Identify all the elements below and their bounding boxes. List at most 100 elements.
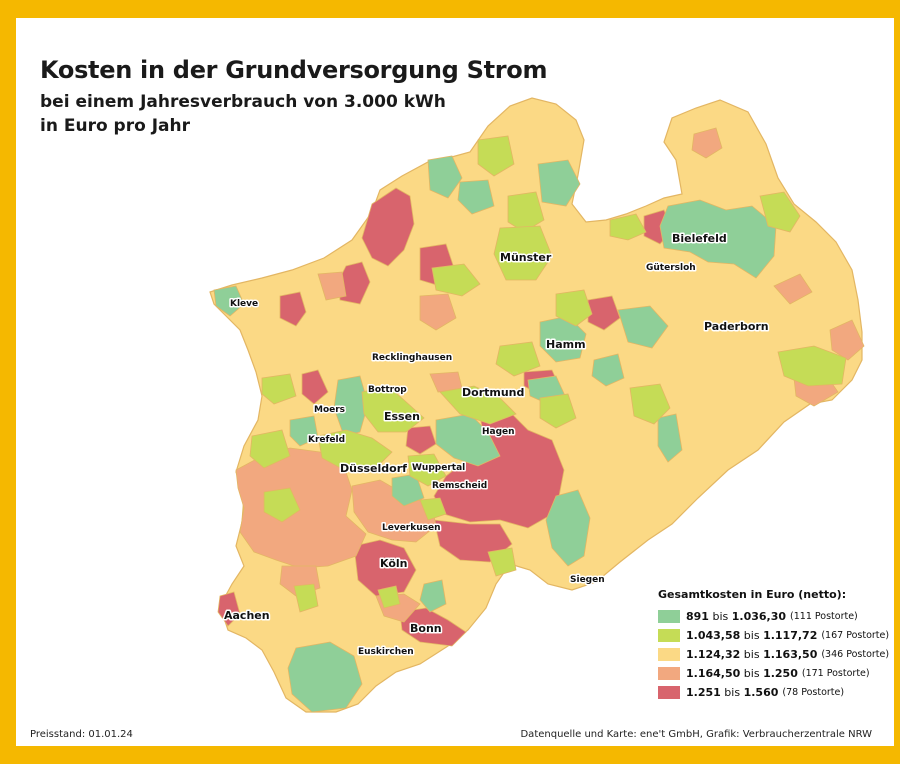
city-label-hamm: Hamm xyxy=(546,338,586,351)
region-viersen-lime xyxy=(249,429,291,469)
legend-swatch xyxy=(658,686,680,699)
legend-row: 891 bis 1.036,30 (111 Postorte) xyxy=(658,607,889,626)
region-mettmann-lime xyxy=(407,453,447,487)
region-eifel-green xyxy=(287,641,363,713)
region-beckum-red xyxy=(587,295,621,331)
region-krefeld-green xyxy=(289,415,319,447)
legend-from: 1.164,50 xyxy=(686,667,741,680)
legend-sep: bis xyxy=(743,648,760,661)
city-label-remscheid: Remscheid xyxy=(432,481,487,491)
legend: Gesamtkosten in Euro (netto): 891 bis 1.… xyxy=(658,588,889,702)
city-label-moers: Moers xyxy=(314,405,345,415)
city-label-guetersloh: Gütersloh xyxy=(646,263,696,273)
legend-to: 1.250 xyxy=(763,667,798,680)
region-ruhr-lime xyxy=(361,385,425,433)
legend-row: 1.164,50 bis 1.250 (171 Postorte) xyxy=(658,664,889,683)
legend-swatch xyxy=(658,629,680,642)
region-moers-red xyxy=(301,369,329,405)
region-siegen-green xyxy=(545,489,591,567)
legend-count: (167 Postorte) xyxy=(821,630,890,641)
legend-swatch xyxy=(658,667,680,680)
region-dueren-lime xyxy=(293,583,319,613)
region-unna-lime xyxy=(539,393,577,429)
legend-row: 1.043,58 bis 1.117,72 (167 Postorte) xyxy=(658,626,889,645)
legend-to: 1.560 xyxy=(743,686,779,699)
legend-sep: bis xyxy=(743,629,760,642)
city-label-muenster: Münster xyxy=(500,251,552,264)
region-niederrhein-lime xyxy=(261,373,297,405)
legend-from: 1.043,58 xyxy=(686,629,741,642)
city-label-kleve: Kleve xyxy=(230,299,258,309)
region-tecklenburg-lime xyxy=(477,135,515,177)
city-label-wuppertal: Wuppertal xyxy=(412,463,465,473)
map-subtitle-line1: bei einem Jahresverbrauch von 3.000 kWh xyxy=(40,92,446,112)
region-kleve-green xyxy=(213,285,245,317)
region-koeln-red xyxy=(353,539,417,597)
city-label-essen: Essen xyxy=(384,410,420,423)
region-muenster-lime xyxy=(493,225,553,281)
region-bergisch-lime xyxy=(419,497,447,521)
city-label-koeln: Köln xyxy=(380,557,408,570)
map-title: Kosten in der Grundversorgung Strom xyxy=(40,56,548,84)
legend-to: 1.036,30 xyxy=(731,610,787,623)
region-lippstadt-green xyxy=(617,305,669,349)
region-kleve-red xyxy=(279,291,307,327)
region-duesseldorf-lime xyxy=(317,429,393,471)
region-sauerland-red xyxy=(433,411,565,529)
city-label-bottrop: Bottrop xyxy=(368,385,407,395)
city-label-bonn: Bonn xyxy=(410,622,442,635)
city-label-bielefeld: Bielefeld xyxy=(672,232,727,245)
region-west-salmon xyxy=(235,447,367,569)
region-wuppertal-red xyxy=(405,425,437,455)
region-aachen-red xyxy=(217,591,241,627)
legend-swatch xyxy=(658,648,680,661)
region-ibbenbueren-green xyxy=(537,159,581,207)
region-hamm-lime xyxy=(495,341,541,377)
region-siegerland-lime xyxy=(487,547,517,577)
region-meschede-green xyxy=(657,413,683,463)
legend-sep: bis xyxy=(743,667,760,680)
legend-count: (171 Postorte) xyxy=(801,668,870,679)
city-label-leverkusen: Leverkusen xyxy=(382,523,441,533)
legend-from: 1.251 xyxy=(686,686,721,699)
region-soest-green xyxy=(591,353,625,387)
legend-from: 1.124,32 xyxy=(686,648,741,661)
region-bottrop-green xyxy=(333,375,369,437)
city-label-krefeld: Krefeld xyxy=(308,435,345,445)
region-koeln-lime xyxy=(377,585,401,609)
region-paderborn-east-salmon xyxy=(829,319,865,361)
region-coesfeld-salmon xyxy=(419,293,457,331)
region-arnsberg-lime xyxy=(629,383,671,425)
region-minden-salmon xyxy=(691,127,723,159)
legend-rows: 891 bis 1.036,30 (111 Postorte) 1.043,58 … xyxy=(658,607,889,702)
region-lippe-lime xyxy=(759,191,801,233)
region-dortmund-lime xyxy=(439,385,517,425)
footer-source: Datenquelle und Karte: ene't GmbH, Grafi… xyxy=(520,729,872,740)
city-label-euskirchen: Euskirchen xyxy=(358,647,414,657)
region-paderborn-south-lime xyxy=(777,345,847,387)
city-label-siegen: Siegen xyxy=(570,575,605,585)
city-label-hagen: Hagen xyxy=(482,427,515,437)
city-label-dortmund: Dortmund xyxy=(462,386,524,399)
legend-to: 1.117,72 xyxy=(763,629,818,642)
legend-count: (78 Postorte) xyxy=(782,687,845,698)
city-label-duesseldorf: Düsseldorf xyxy=(340,462,407,475)
city-label-paderborn: Paderborn xyxy=(704,320,769,333)
city-label-recklinghausen: Recklinghausen xyxy=(372,353,452,363)
region-heinsberg-lime xyxy=(263,487,301,523)
region-warendorf-lime xyxy=(555,289,593,327)
legend-row: 1.251 bis 1.560 (78 Postorte) xyxy=(658,683,889,702)
map-subtitle-line2: in Euro pro Jahr xyxy=(40,116,190,136)
region-hoexter-salmon xyxy=(773,273,813,305)
legend-title: Gesamtkosten in Euro (netto): xyxy=(658,588,847,601)
region-west-muensterland xyxy=(361,187,415,267)
region-greven-green xyxy=(457,179,495,215)
legend-swatch xyxy=(658,610,680,623)
city-label-aachen: Aachen xyxy=(224,609,270,622)
region-borken-salmon xyxy=(317,271,347,301)
region-ostwestfalen-lime xyxy=(609,213,647,241)
region-rhein-sieg-green xyxy=(419,579,447,613)
legend-count: (111 Postorte) xyxy=(790,611,858,622)
legend-sep: bis xyxy=(712,610,729,623)
